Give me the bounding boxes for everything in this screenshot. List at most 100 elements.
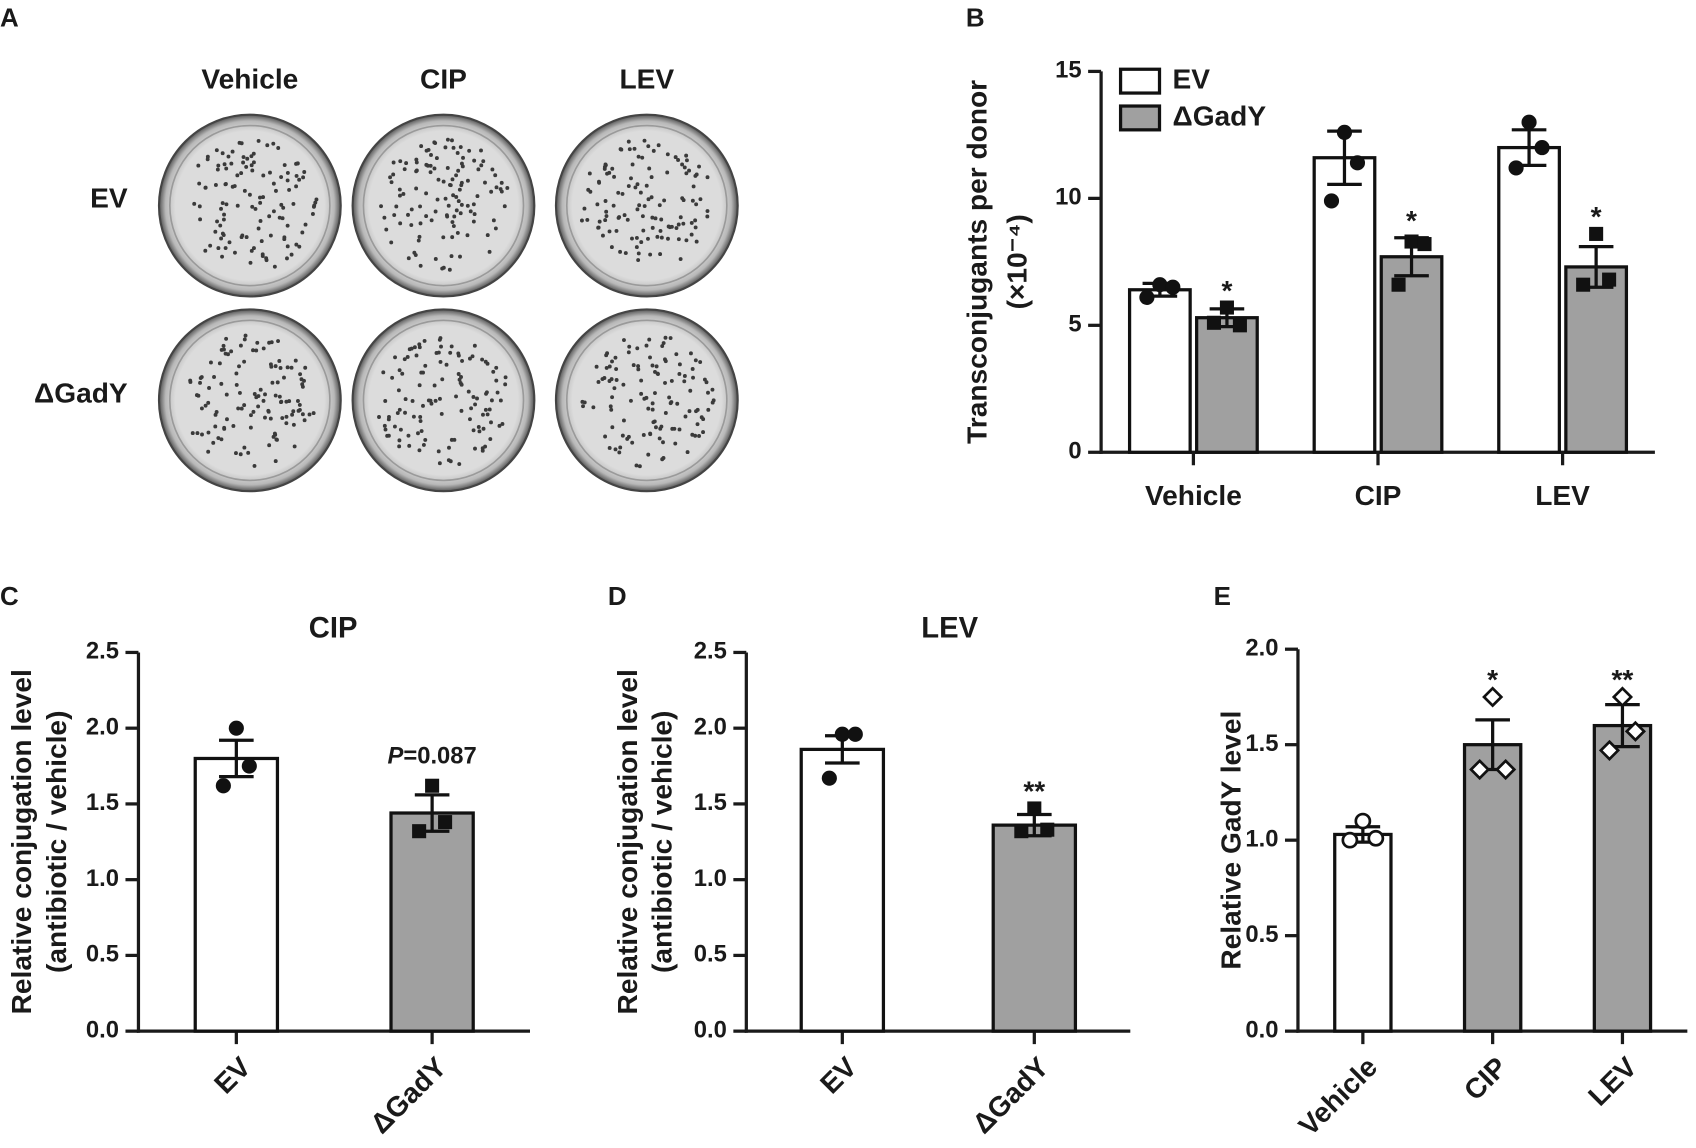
colony <box>586 187 591 192</box>
colony <box>702 377 707 382</box>
colony <box>418 204 423 209</box>
colony <box>502 204 507 209</box>
colony <box>655 371 660 376</box>
colony <box>414 157 419 162</box>
data-point <box>1495 758 1517 781</box>
y-axis-label: (antibiotic / vehicle) <box>41 711 72 973</box>
colony <box>674 352 679 357</box>
colony <box>674 226 679 230</box>
colony <box>658 252 663 257</box>
colony <box>646 197 651 202</box>
colony <box>488 437 493 441</box>
colony <box>220 151 225 156</box>
colony <box>456 372 461 376</box>
colony <box>638 190 643 195</box>
colony <box>213 183 218 187</box>
colony <box>646 236 650 241</box>
colony <box>432 383 437 388</box>
colony <box>662 198 667 203</box>
colony <box>454 394 458 399</box>
colony <box>693 225 698 230</box>
data-point <box>834 726 850 742</box>
colony <box>691 184 696 189</box>
colony <box>266 408 271 413</box>
colony <box>685 450 690 455</box>
colony <box>428 163 433 168</box>
panel-letter: D <box>608 581 627 611</box>
colony <box>422 338 427 343</box>
colony <box>451 193 456 198</box>
colony <box>457 462 462 466</box>
colony <box>459 161 464 166</box>
colony <box>382 423 387 428</box>
colony <box>676 158 681 162</box>
colony <box>698 197 703 202</box>
colony <box>642 204 647 208</box>
colony <box>429 218 434 223</box>
colony <box>406 433 411 438</box>
colony <box>244 164 249 169</box>
colony <box>481 412 485 417</box>
colony <box>635 346 640 351</box>
colony <box>426 398 431 403</box>
colony <box>648 252 653 257</box>
colony <box>654 364 659 369</box>
y-tick-label: 15 <box>1055 57 1081 84</box>
x-tick-label: CIP <box>1355 480 1402 511</box>
colony <box>219 381 224 386</box>
colony <box>398 193 402 198</box>
column-label: Vehicle <box>201 64 298 95</box>
colony <box>429 153 433 157</box>
plate <box>351 308 536 493</box>
colony <box>660 344 665 348</box>
colony <box>391 160 396 165</box>
colony <box>625 217 630 222</box>
colony <box>710 387 715 392</box>
colony <box>616 190 621 195</box>
colony <box>197 204 202 209</box>
y-axis-label: (antibiotic / vehicle) <box>647 711 678 973</box>
y-tick-label: 1.0 <box>86 865 119 892</box>
bar <box>1564 265 1629 454</box>
colony <box>255 340 260 345</box>
colony <box>398 159 403 164</box>
colony <box>610 395 615 400</box>
colony <box>217 361 222 366</box>
colony <box>448 183 453 188</box>
colony <box>439 344 443 349</box>
colony <box>252 392 257 396</box>
colony <box>613 447 618 452</box>
colony <box>630 162 635 167</box>
colony <box>681 198 686 203</box>
colony <box>242 359 247 364</box>
colony <box>604 209 609 214</box>
colony <box>678 257 683 261</box>
colony <box>258 195 262 200</box>
colony <box>498 398 503 403</box>
colony <box>421 403 425 408</box>
plate-rim <box>565 124 728 287</box>
colony <box>280 416 285 420</box>
colony <box>211 440 216 445</box>
colony <box>294 173 299 178</box>
colony <box>472 158 477 163</box>
colony <box>302 378 306 383</box>
colony <box>682 373 687 378</box>
colony <box>631 363 636 368</box>
colony <box>271 141 276 146</box>
colony <box>423 437 428 442</box>
colony <box>208 243 213 248</box>
colony <box>273 364 278 369</box>
colony <box>285 223 290 228</box>
colony <box>247 192 252 197</box>
colony <box>458 254 462 259</box>
colony <box>216 436 221 440</box>
colony <box>612 386 617 391</box>
bar <box>1333 832 1393 1033</box>
x-tick-label: ΔGadY <box>967 1051 1055 1139</box>
colony <box>195 431 200 436</box>
colony <box>600 377 605 382</box>
colony <box>424 191 429 196</box>
colony <box>219 347 224 352</box>
colony <box>273 459 278 464</box>
